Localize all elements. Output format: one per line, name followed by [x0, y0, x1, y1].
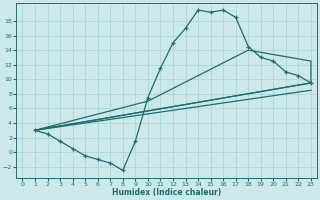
- X-axis label: Humidex (Indice chaleur): Humidex (Indice chaleur): [112, 188, 221, 197]
